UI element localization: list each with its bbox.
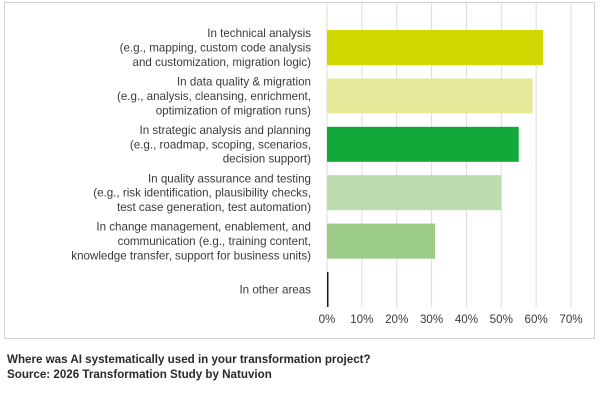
bar (327, 272, 329, 307)
category-label: In change management, enablement, and (96, 221, 311, 234)
x-tick-label: 50% (490, 313, 513, 326)
bar (327, 30, 544, 65)
bar (327, 126, 519, 162)
category-label: and customization, migration logic) (133, 56, 312, 69)
category-label: optimization of migration runs) (156, 104, 311, 117)
chart-caption: Where was AI systematically used in your… (7, 352, 371, 382)
category-label: test case generation, test automation) (117, 201, 311, 214)
x-tick-label: 70% (559, 313, 582, 326)
x-tick-label: 20% (385, 313, 408, 326)
caption-source: Source: 2026 Transformation Study by Nat… (7, 368, 272, 381)
bar (327, 223, 436, 259)
category-label: knowledge transfer, support for business… (71, 250, 311, 263)
bar (327, 78, 533, 114)
bar (327, 175, 502, 211)
x-tick-label: 0% (319, 313, 336, 326)
caption-question: Where was AI systematically used in your… (7, 353, 371, 366)
category-label: In other areas (239, 284, 311, 297)
x-tick-label: 30% (420, 313, 443, 326)
x-tick-label: 10% (350, 313, 373, 326)
category-label: In strategic analysis and planning (140, 124, 311, 137)
category-label: (e.g., roadmap, scoping, scenarios, (130, 138, 311, 151)
bar-chart: 0% 10% 20% 30% 40% 50% 60% 70% In technical anal… (71, 3, 583, 326)
category-label: communication (e.g., training content, (118, 235, 311, 248)
category-label: In technical analysis (207, 27, 311, 40)
category-label: In quality assurance and testing (148, 172, 311, 185)
category-label: (e.g., analysis, cleansing, enrichment, (117, 90, 311, 103)
chart-frame: 0% 10% 20% 30% 40% 50% 60% 70% In technical anal… (4, 2, 595, 339)
category-label: (e.g., risk identification, plausibility… (93, 187, 311, 200)
x-tick-label: 40% (455, 313, 478, 326)
category-label: (e.g., mapping, custom code analysis (120, 42, 312, 55)
category-label: In data quality & migration (177, 76, 311, 89)
x-tick-label: 60% (525, 313, 548, 326)
category-label: decision support) (223, 153, 311, 166)
